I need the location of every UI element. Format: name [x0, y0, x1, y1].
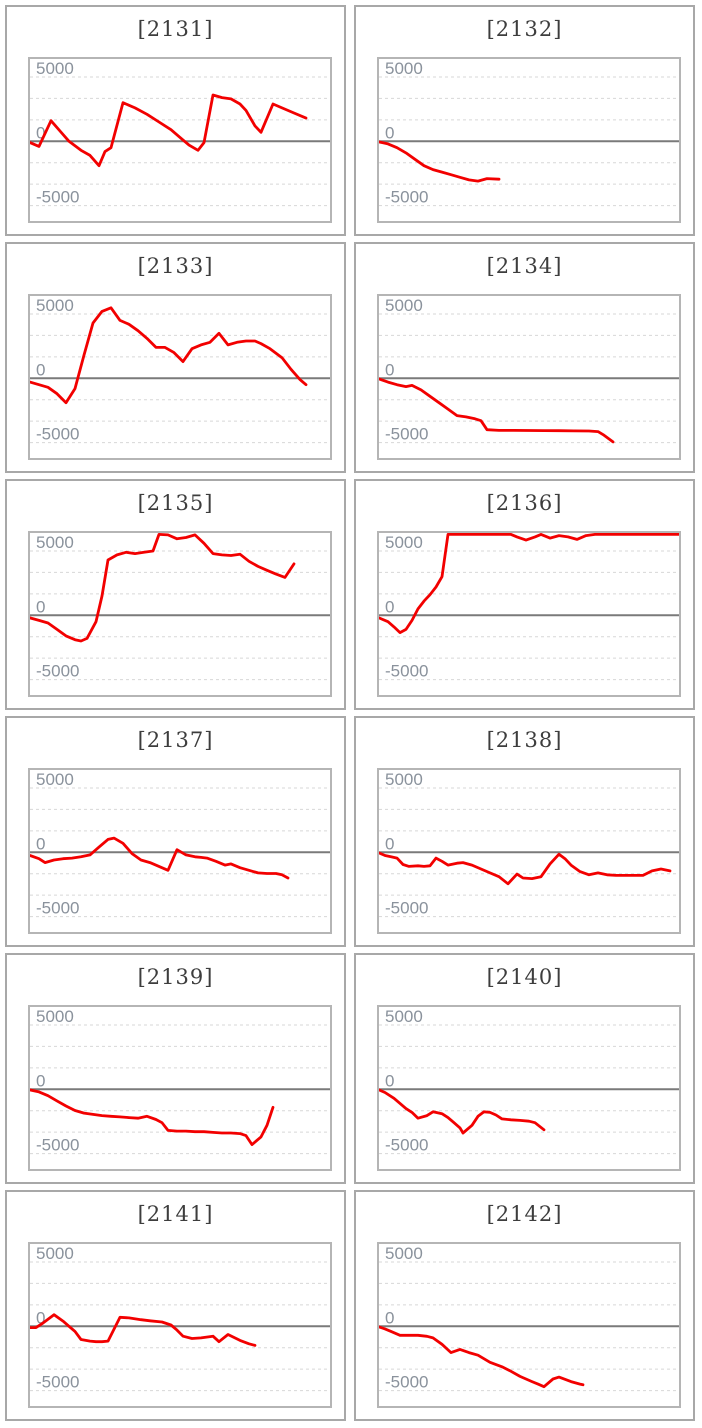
y-tick-label: -5000 — [36, 1373, 79, 1392]
data-line — [379, 851, 672, 886]
slump-graph-plot: 5000 0 -5000 — [377, 294, 681, 460]
slump-graph-plot: 5000 0 -5000 — [377, 57, 681, 223]
machine-number-title: [2137] — [137, 728, 214, 752]
slump-graph-plot: 5000 0 -5000 — [28, 531, 332, 697]
y-tick-label: 5000 — [36, 296, 74, 315]
y-tick-label: 0 — [385, 360, 394, 379]
machine-number-title: [2141] — [137, 1202, 214, 1226]
data-line — [379, 377, 615, 444]
y-tick-label: 5000 — [36, 1007, 74, 1026]
y-tick-label: -5000 — [36, 188, 79, 207]
y-tick-label: -5000 — [36, 1136, 79, 1155]
machine-number-title: [2135] — [137, 491, 214, 515]
y-tick-label: 0 — [385, 123, 394, 142]
machine-number-title: [2138] — [486, 728, 563, 752]
y-tick-label: 0 — [385, 1071, 394, 1090]
data-line — [379, 1325, 585, 1389]
y-tick-label: 0 — [385, 597, 394, 616]
data-line — [30, 93, 308, 168]
y-tick-label: -5000 — [36, 425, 79, 444]
y-tick-label: 0 — [385, 1308, 394, 1327]
y-tick-label: 5000 — [36, 1244, 74, 1263]
y-tick-label: -5000 — [385, 662, 428, 681]
y-tick-label: -5000 — [36, 662, 79, 681]
slump-graph-plot: 5000 0 -5000 — [377, 1005, 681, 1171]
slump-graph: 5000 0 -5000 — [28, 531, 332, 697]
machine-chart-cell: [2132] 5000 0 -5000 — [354, 5, 695, 236]
slump-graph-plot: 5000 0 -5000 — [28, 1242, 332, 1408]
y-tick-label: -5000 — [385, 899, 428, 918]
data-line — [30, 533, 296, 643]
machine-number-title: [2132] — [486, 17, 563, 41]
data-line — [379, 533, 679, 634]
y-tick-label: 5000 — [36, 770, 74, 789]
slump-graph: 5000 0 -5000 — [28, 294, 332, 460]
machine-number-title: [2140] — [486, 965, 563, 989]
y-tick-label: -5000 — [385, 1136, 428, 1155]
y-tick-label: -5000 — [36, 899, 79, 918]
y-tick-label: 5000 — [385, 296, 423, 315]
slump-graph: 5000 0 -5000 — [28, 768, 332, 934]
slump-graph: 5000 0 -5000 — [377, 294, 681, 460]
machine-chart-cell: [2138] 5000 0 -5000 — [354, 716, 695, 947]
y-tick-label: 5000 — [385, 1244, 423, 1263]
slump-graph-plot: 5000 0 -5000 — [377, 768, 681, 934]
slump-graph-plot: 5000 0 -5000 — [377, 1242, 681, 1408]
slump-graph: 5000 0 -5000 — [377, 1242, 681, 1408]
machine-chart-cell: [2131] 5000 0 -5000 — [5, 5, 346, 236]
machine-chart-cell: [2137] 5000 0 -5000 — [5, 716, 346, 947]
machine-chart-cell: [2134] 5000 0 -5000 — [354, 242, 695, 473]
slump-graph: 5000 0 -5000 — [377, 57, 681, 223]
machine-number-title: [2136] — [486, 491, 563, 515]
machine-chart-cell: [2142] 5000 0 -5000 — [354, 1190, 695, 1421]
data-line — [30, 1313, 257, 1347]
machine-number-title: [2134] — [486, 254, 563, 278]
y-tick-label: 0 — [36, 597, 45, 616]
y-tick-label: 5000 — [385, 533, 423, 552]
y-tick-label: 0 — [36, 360, 45, 379]
slump-graph-plot: 5000 0 -5000 — [28, 57, 332, 223]
slump-graph: 5000 0 -5000 — [377, 1005, 681, 1171]
machine-chart-cell: [2141] 5000 0 -5000 — [5, 1190, 346, 1421]
y-tick-label: -5000 — [385, 1373, 428, 1392]
data-line — [30, 306, 308, 405]
machine-number-title: [2142] — [486, 1202, 563, 1226]
machine-chart-cell: [2139] 5000 0 -5000 — [5, 953, 346, 1184]
slump-graph: 5000 0 -5000 — [377, 768, 681, 934]
data-line — [30, 1088, 275, 1147]
machine-chart-cell: [2133] 5000 0 -5000 — [5, 242, 346, 473]
y-tick-label: -5000 — [385, 425, 428, 444]
data-line — [30, 836, 290, 880]
slump-graph-plot: 5000 0 -5000 — [377, 531, 681, 697]
y-tick-label: 5000 — [36, 59, 74, 78]
y-tick-label: 5000 — [36, 533, 74, 552]
data-line — [379, 1088, 546, 1135]
machine-number-title: [2139] — [137, 965, 214, 989]
machine-number-title: [2131] — [137, 17, 214, 41]
y-tick-label: 5000 — [385, 770, 423, 789]
slump-graph: 5000 0 -5000 — [377, 531, 681, 697]
machine-chart-cell: [2135] 5000 0 -5000 — [5, 479, 346, 710]
y-tick-label: 0 — [36, 834, 45, 853]
y-tick-label: 0 — [36, 1071, 45, 1090]
y-tick-label: 5000 — [385, 59, 423, 78]
y-tick-label: -5000 — [385, 188, 428, 207]
y-tick-label: 5000 — [385, 1007, 423, 1026]
slump-graph: 5000 0 -5000 — [28, 1005, 332, 1171]
machine-number-title: [2133] — [137, 254, 214, 278]
data-line — [379, 140, 501, 183]
machine-chart-cell: [2136] 5000 0 -5000 — [354, 479, 695, 710]
slump-graph-plot: 5000 0 -5000 — [28, 1005, 332, 1171]
machine-chart-cell: [2140] 5000 0 -5000 — [354, 953, 695, 1184]
y-tick-label: 0 — [385, 834, 394, 853]
slump-graph-plot: 5000 0 -5000 — [28, 294, 332, 460]
slump-graph-plot: 5000 0 -5000 — [28, 768, 332, 934]
